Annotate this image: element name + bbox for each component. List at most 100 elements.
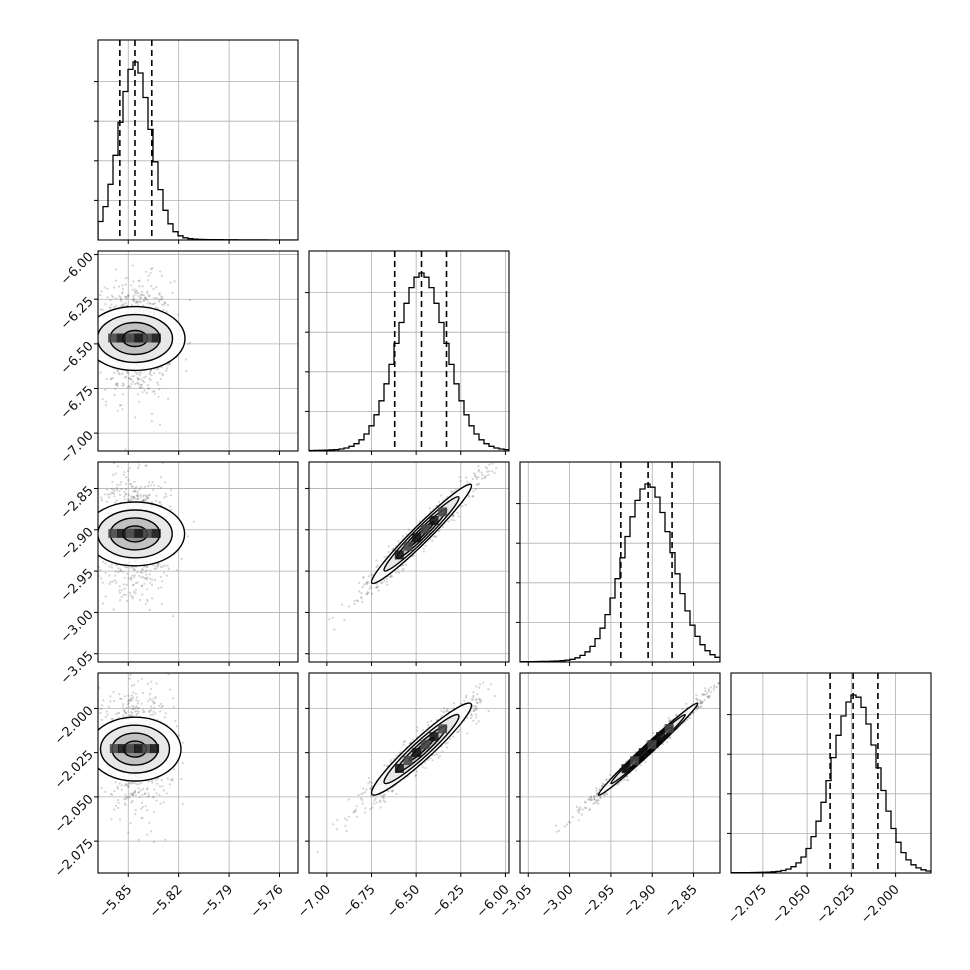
scatter-point bbox=[125, 572, 128, 575]
scatter-point bbox=[343, 817, 347, 820]
panel-0-0 bbox=[94, 39, 299, 244]
scatter-point bbox=[141, 793, 144, 797]
scatter-point bbox=[133, 288, 136, 291]
scatter-point bbox=[108, 582, 111, 586]
scatter-point bbox=[156, 381, 159, 384]
scatter-point bbox=[479, 683, 482, 686]
scatter-point bbox=[89, 365, 91, 367]
scatter-point bbox=[149, 705, 153, 708]
scatter-point bbox=[451, 515, 455, 518]
scatter-point bbox=[438, 755, 442, 758]
scatter-point bbox=[438, 530, 441, 533]
scatter-point bbox=[142, 304, 145, 307]
scatter-point bbox=[125, 599, 129, 603]
scatter-point bbox=[110, 294, 113, 297]
scatter-point bbox=[129, 699, 132, 702]
scatter-point bbox=[154, 306, 157, 309]
scatter-point bbox=[160, 274, 163, 277]
scatter-point bbox=[137, 295, 140, 298]
scatter-point bbox=[490, 470, 494, 473]
scatter-point bbox=[135, 494, 138, 497]
scatter-point bbox=[132, 568, 135, 571]
scatter-point bbox=[491, 462, 494, 465]
scatter-point bbox=[131, 595, 135, 598]
scatter-point bbox=[113, 699, 116, 703]
scatter-point bbox=[452, 702, 456, 705]
scatter-point bbox=[692, 711, 695, 714]
scatter-point bbox=[135, 490, 138, 493]
scatter-point bbox=[109, 792, 112, 796]
scatter-point bbox=[115, 581, 118, 584]
panel-content bbox=[309, 251, 509, 451]
scatter-point bbox=[110, 303, 113, 306]
scatter-point bbox=[131, 793, 134, 796]
scatter-point bbox=[709, 686, 712, 689]
density-bin bbox=[150, 744, 160, 754]
scatter-point bbox=[110, 566, 113, 569]
scatter-point bbox=[368, 780, 372, 784]
density-bin bbox=[117, 744, 127, 754]
scatter-point bbox=[132, 696, 135, 700]
scatter-point bbox=[111, 492, 114, 495]
scatter-point bbox=[166, 303, 170, 306]
scatter-point bbox=[108, 565, 111, 568]
scatter-point bbox=[140, 291, 144, 294]
scatter-point bbox=[134, 416, 137, 419]
panel-1-0: −7.00−6.75−6.50−6.25−6.00 bbox=[58, 250, 299, 467]
scatter-point bbox=[112, 306, 115, 309]
scatter-point bbox=[136, 300, 139, 303]
scatter-point bbox=[130, 792, 133, 796]
ytick-label-1-0: −7.00 bbox=[58, 428, 97, 467]
scatter-point bbox=[192, 520, 195, 523]
scatter-point bbox=[478, 469, 481, 472]
scatter-point bbox=[368, 587, 371, 590]
panel-2-2 bbox=[516, 461, 721, 666]
scatter-point bbox=[119, 570, 122, 573]
scatter-point bbox=[449, 737, 452, 741]
scatter-point bbox=[141, 293, 144, 296]
scatter-point bbox=[365, 582, 368, 586]
scatter-point bbox=[589, 808, 592, 811]
panel-3-0: −5.85 −5.82 −5.79 −5.76−2.075−2.050−2.025−2… bbox=[52, 672, 299, 921]
scatter-point bbox=[110, 717, 113, 721]
scatter-point bbox=[117, 711, 120, 714]
scatter-point bbox=[466, 732, 469, 735]
panel-2-0: −3.05−3.00−2.95−2.90−2.85 bbox=[58, 461, 299, 688]
scatter-point bbox=[94, 524, 96, 526]
scatter-point bbox=[137, 838, 140, 841]
scatter-point bbox=[483, 477, 486, 480]
scatter-point bbox=[104, 790, 107, 794]
scatter-point bbox=[130, 495, 133, 498]
scatter-point bbox=[114, 781, 117, 784]
scatter-point bbox=[644, 761, 647, 764]
scatter-point bbox=[169, 281, 172, 284]
scatter-point bbox=[158, 388, 161, 391]
scatter-point bbox=[144, 296, 147, 299]
scatter-point bbox=[131, 597, 134, 600]
scatter-point bbox=[140, 378, 143, 381]
scatter-point bbox=[131, 574, 134, 577]
scatter-point bbox=[127, 372, 130, 375]
scatter-point bbox=[668, 719, 671, 722]
scatter-point bbox=[124, 711, 127, 715]
scatter-point bbox=[135, 710, 138, 713]
scatter-point bbox=[118, 404, 121, 407]
scatter-point bbox=[94, 771, 96, 773]
scatter-point bbox=[442, 707, 445, 710]
scatter-point bbox=[435, 753, 438, 756]
scatter-point bbox=[159, 702, 163, 706]
scatter-point bbox=[131, 584, 134, 587]
scatter-point bbox=[136, 491, 139, 494]
scatter-point bbox=[169, 688, 172, 691]
scatter-point bbox=[154, 578, 157, 582]
scatter-point bbox=[135, 699, 138, 702]
scatter-point bbox=[164, 838, 167, 841]
scatter-point bbox=[405, 563, 408, 566]
density-bin bbox=[143, 528, 152, 538]
scatter-point bbox=[147, 274, 150, 277]
scatter-point bbox=[128, 499, 131, 502]
scatter-point bbox=[154, 712, 157, 715]
scatter-point bbox=[353, 599, 356, 603]
scatter-point bbox=[109, 306, 112, 309]
scatter-point bbox=[364, 791, 367, 794]
